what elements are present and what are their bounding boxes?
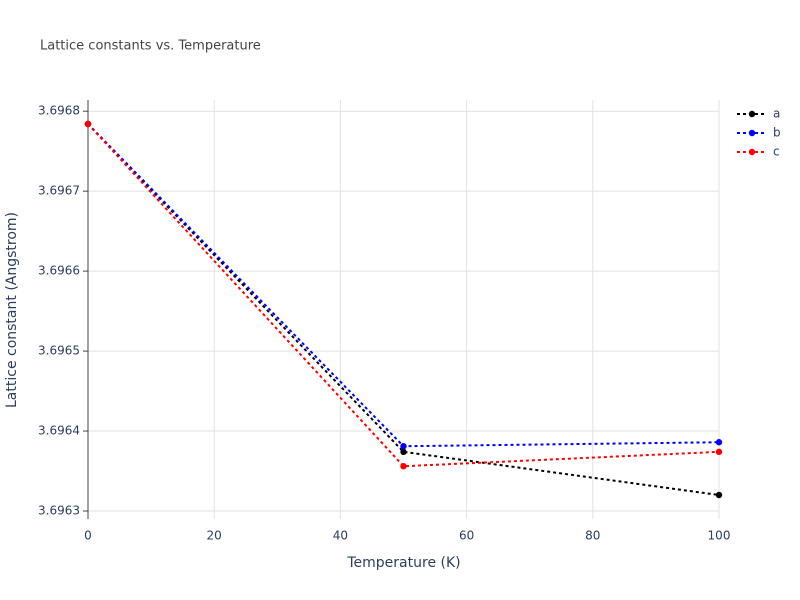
line bbox=[87, 123, 720, 448]
marker bbox=[84, 120, 92, 128]
x-axis-title: Temperature (K) bbox=[346, 555, 460, 571]
y-tick-label: 3.6964 bbox=[38, 424, 80, 438]
legend-item[interactable]: c bbox=[737, 145, 780, 159]
line bbox=[87, 123, 720, 497]
y-tick-label: 3.6967 bbox=[38, 184, 80, 198]
marker bbox=[400, 448, 407, 456]
marker bbox=[715, 439, 723, 446]
marker bbox=[715, 491, 723, 499]
x-tick-label: 100 bbox=[708, 529, 731, 543]
x-tick-label: 40 bbox=[333, 529, 348, 543]
marker bbox=[400, 443, 407, 450]
x-tick-label: 20 bbox=[207, 529, 222, 543]
y-tick-label: 3.6966 bbox=[38, 264, 80, 278]
legend-item[interactable]: b bbox=[737, 126, 781, 140]
y-tick-label: 3.6968 bbox=[38, 104, 80, 118]
marker bbox=[715, 448, 723, 456]
y-tick-label: 3.6965 bbox=[38, 344, 80, 358]
legend-item[interactable]: a bbox=[737, 107, 780, 121]
legend-label: c bbox=[773, 145, 780, 159]
legend-marker bbox=[748, 129, 756, 137]
marker bbox=[400, 463, 407, 470]
x-tick-label: 0 bbox=[84, 529, 92, 543]
x-tick-label: 60 bbox=[459, 529, 474, 543]
chart-title: Lattice constants vs. Temperature bbox=[40, 39, 261, 54]
x-tick-label: 80 bbox=[585, 529, 600, 543]
legend-label: b bbox=[773, 126, 781, 140]
legend-label: a bbox=[773, 107, 780, 121]
line bbox=[87, 123, 720, 468]
y-tick-label: 3.6963 bbox=[38, 504, 80, 518]
legend-marker bbox=[748, 148, 756, 156]
y-axis-title: Lattice constant (Angstrom) bbox=[4, 212, 20, 408]
legend-marker bbox=[748, 110, 756, 118]
